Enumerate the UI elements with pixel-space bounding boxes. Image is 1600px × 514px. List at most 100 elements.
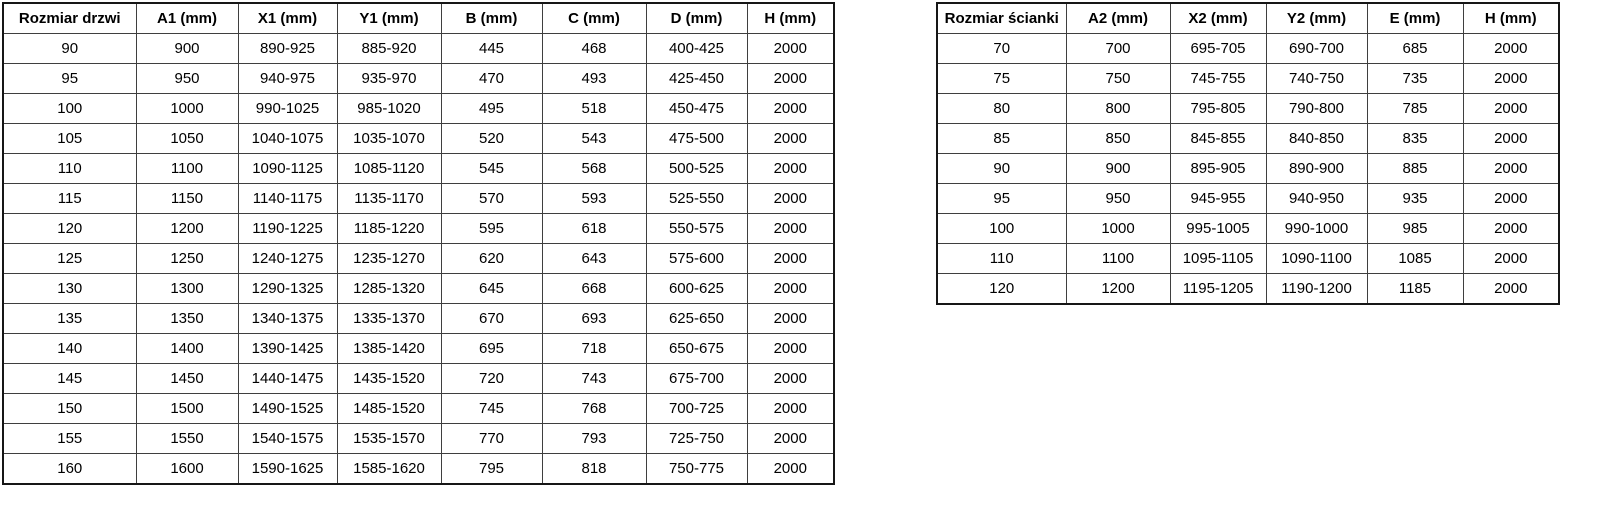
table-cell: 720 xyxy=(440,363,543,394)
table-cell: 80 xyxy=(936,93,1067,124)
header-cell: B (mm) xyxy=(440,2,543,34)
table-cell: 1490-1525 xyxy=(237,393,338,424)
table-cell: 1140-1175 xyxy=(237,183,338,214)
table-cell: 568 xyxy=(541,153,647,184)
table-cell: 675-700 xyxy=(645,363,748,394)
table-cell: 600-625 xyxy=(645,273,748,304)
table-cell: 770 xyxy=(440,423,543,454)
table-cell: 2000 xyxy=(746,123,835,154)
table-cell: 693 xyxy=(541,303,647,334)
table-cell: 90 xyxy=(2,33,137,64)
table-cell: 1535-1570 xyxy=(336,423,442,454)
table-cell: 1185 xyxy=(1366,273,1464,305)
header-cell: Rozmiar drzwi xyxy=(2,2,137,34)
table-cell: 1385-1420 xyxy=(336,333,442,364)
table-cell: 1390-1425 xyxy=(237,333,338,364)
table-row: 120 1200 1190-1225 1185-1220 595 618 550-575 20… xyxy=(2,213,835,244)
table-row: 95 950 940-975 935-970 470 493 425-450 2000 xyxy=(2,63,835,94)
table-cell: 400-425 xyxy=(645,33,748,64)
table-cell: 2000 xyxy=(1462,93,1560,124)
table-cell: 1240-1275 xyxy=(237,243,338,274)
table-row: 90 900 890-925 885-920 445 468 400-425 2000 xyxy=(2,33,835,64)
header-cell: X2 (mm) xyxy=(1169,2,1267,34)
table-cell: 1035-1070 xyxy=(336,123,442,154)
table-row: 80 800 795-805 790-800 785 2000 xyxy=(936,93,1560,124)
table-cell: 990-1025 xyxy=(237,93,338,124)
table-cell: 785 xyxy=(1366,93,1464,124)
table-cell: 450-475 xyxy=(645,93,748,124)
table-row: 70 700 695-705 690-700 685 2000 xyxy=(936,33,1560,64)
table-cell: 745 xyxy=(440,393,543,424)
table-cell: 2000 xyxy=(746,93,835,124)
table-cell: 990-1000 xyxy=(1265,213,1368,244)
table-cell: 890-900 xyxy=(1265,153,1368,184)
table-cell: 750 xyxy=(1065,63,1171,94)
table-cell: 840-850 xyxy=(1265,123,1368,154)
table-cell: 618 xyxy=(541,213,647,244)
table-cell: 668 xyxy=(541,273,647,304)
table-cell: 445 xyxy=(440,33,543,64)
table-cell: 695-705 xyxy=(1169,33,1267,64)
table-cell: 1195-1205 xyxy=(1169,273,1267,305)
table-cell: 945-955 xyxy=(1169,183,1267,214)
table-cell: 425-450 xyxy=(645,63,748,94)
table-cell: 145 xyxy=(2,363,137,394)
table-cell: 595 xyxy=(440,213,543,244)
table-cell: 1350 xyxy=(135,303,239,334)
table-cell: 743 xyxy=(541,363,647,394)
table-cell: 1550 xyxy=(135,423,239,454)
table-cell: 835 xyxy=(1366,123,1464,154)
table-cell: 2000 xyxy=(746,303,835,334)
table-cell: 2000 xyxy=(746,153,835,184)
table-cell: 545 xyxy=(440,153,543,184)
table-cell: 2000 xyxy=(1462,153,1560,184)
table-cell: 1185-1220 xyxy=(336,213,442,244)
table-row: 160 1600 1590-1625 1585-1620 795 818 750-775 20… xyxy=(2,453,835,485)
table-cell: 2000 xyxy=(1462,123,1560,154)
table-cell: 500-525 xyxy=(645,153,748,184)
table-cell: 700 xyxy=(1065,33,1171,64)
door-size-table: Rozmiar drzwi A1 (mm) X1 (mm) Y1 (mm) B (mm)… xyxy=(2,2,835,485)
table-cell: 1440-1475 xyxy=(237,363,338,394)
table-cell: 495 xyxy=(440,93,543,124)
table-cell: 1585-1620 xyxy=(336,453,442,485)
table-cell: 940-950 xyxy=(1265,183,1368,214)
table-cell: 2000 xyxy=(746,213,835,244)
table-cell: 745-755 xyxy=(1169,63,1267,94)
table-row: 100 1000 995-1005 990-1000 985 2000 xyxy=(936,213,1560,244)
table-cell: 75 xyxy=(936,63,1067,94)
table-cell: 1050 xyxy=(135,123,239,154)
table-cell: 795 xyxy=(440,453,543,485)
table-cell: 800 xyxy=(1065,93,1171,124)
table-cell: 1435-1520 xyxy=(336,363,442,394)
table-cell: 890-925 xyxy=(237,33,338,64)
table-cell: 525-550 xyxy=(645,183,748,214)
table-cell: 110 xyxy=(936,243,1067,274)
table-cell: 1100 xyxy=(1065,243,1171,274)
table-row: 95 950 945-955 940-950 935 2000 xyxy=(936,183,1560,214)
table-cell: 850 xyxy=(1065,123,1171,154)
table-cell: 593 xyxy=(541,183,647,214)
table-cell: 2000 xyxy=(1462,273,1560,305)
header-cell: H (mm) xyxy=(1462,2,1560,34)
table-cell: 2000 xyxy=(1462,33,1560,64)
table-cell: 2000 xyxy=(746,243,835,274)
table-cell: 1400 xyxy=(135,333,239,364)
table-cell: 725-750 xyxy=(645,423,748,454)
table-row: 155 1550 1540-1575 1535-1570 770 793 725-750 20… xyxy=(2,423,835,454)
table-cell: 160 xyxy=(2,453,137,485)
door-table-header-row: Rozmiar drzwi A1 (mm) X1 (mm) Y1 (mm) B (mm)… xyxy=(2,2,835,34)
table-cell: 1085-1120 xyxy=(336,153,442,184)
table-cell: 1190-1200 xyxy=(1265,273,1368,305)
table-cell: 575-600 xyxy=(645,243,748,274)
wall-table-header-row: Rozmiar ścianki A2 (mm) X2 (mm) Y2 (mm) E (m… xyxy=(936,2,1560,34)
table-cell: 900 xyxy=(135,33,239,64)
table-cell: 468 xyxy=(541,33,647,64)
header-cell: H (mm) xyxy=(746,2,835,34)
table-cell: 750-775 xyxy=(645,453,748,485)
header-cell: Rozmiar ścianki xyxy=(936,2,1067,34)
table-cell: 1340-1375 xyxy=(237,303,338,334)
table-cell: 70 xyxy=(936,33,1067,64)
table-cell: 1000 xyxy=(1065,213,1171,244)
table-cell: 140 xyxy=(2,333,137,364)
